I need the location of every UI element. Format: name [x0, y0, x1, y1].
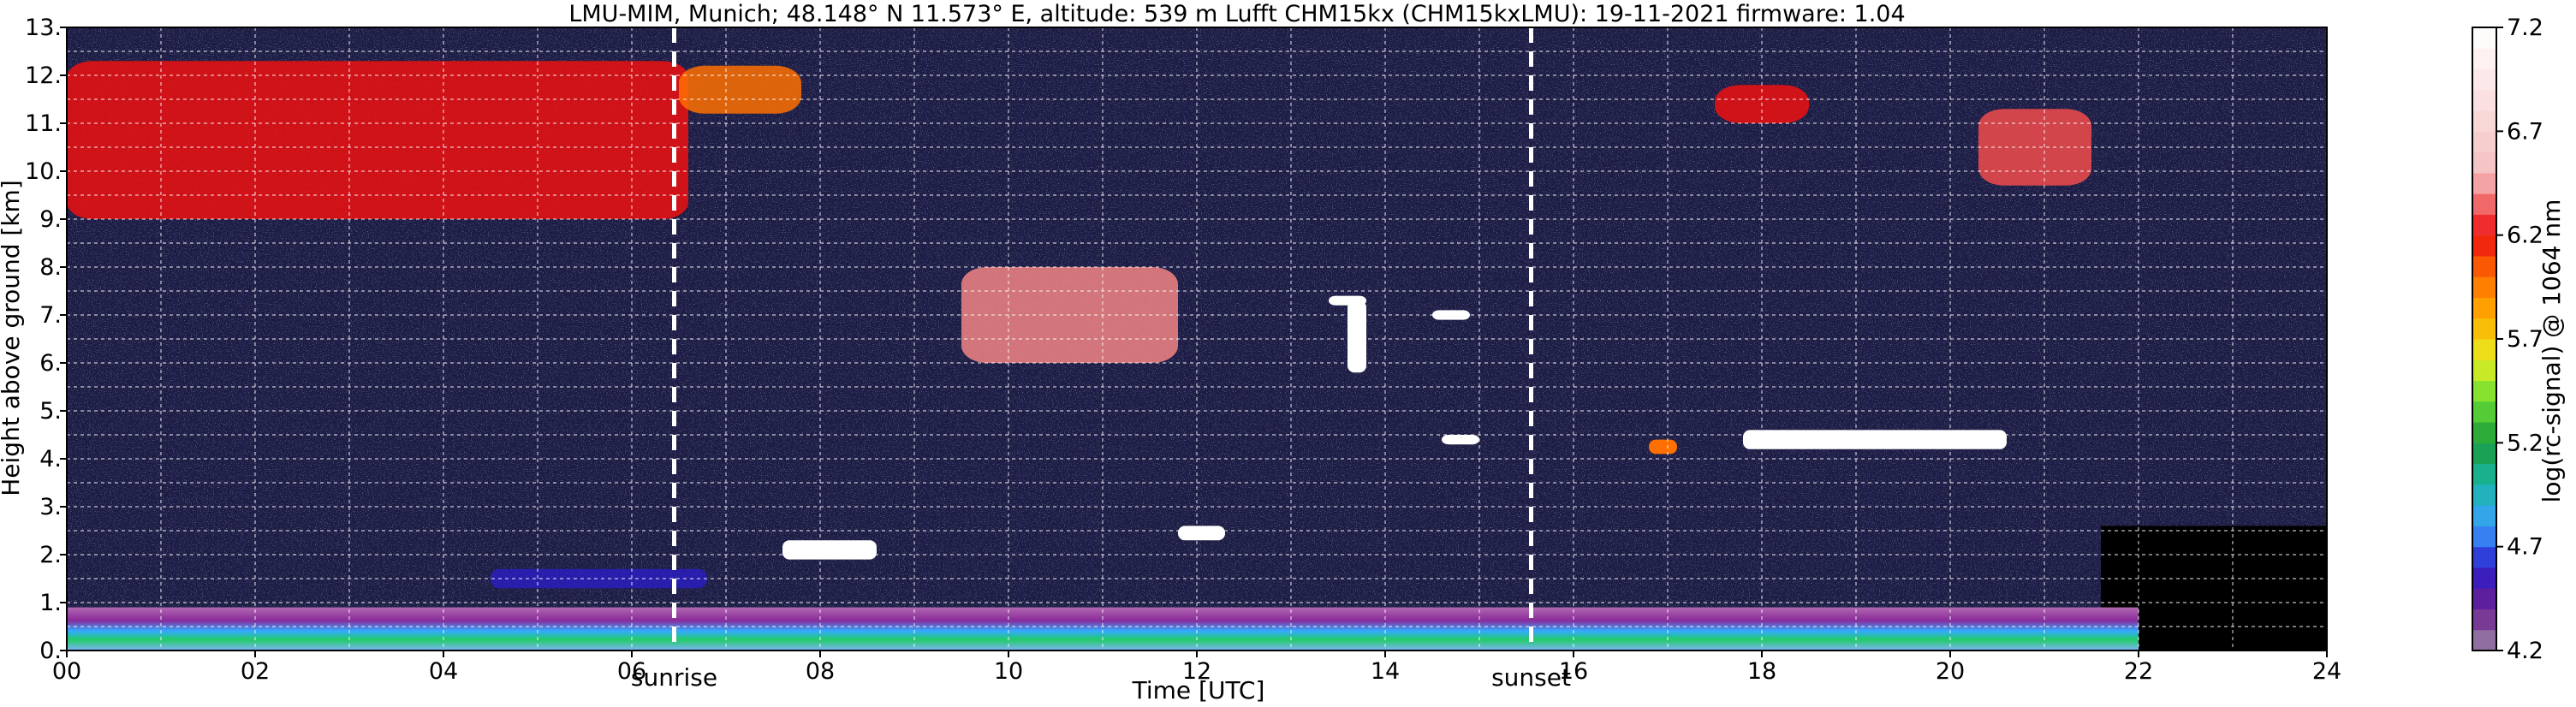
y-tick-label: 1. — [39, 590, 62, 616]
x-tick-label: 18 — [1747, 658, 1776, 685]
x-tick-label: 04 — [429, 658, 458, 685]
x-axis-ticks: 00 02 04 06 08 10 12 14 16 18 20 22 24 — [52, 651, 2341, 685]
colorbar-segment — [2472, 588, 2496, 609]
colorbar: 4.2 4.7 5.2 5.7 6.2 6.7 7.2 log(rc-signal) @ 1… — [2472, 15, 2566, 664]
colorbar-segment — [2472, 193, 2496, 215]
y-tick-label: 6. — [39, 350, 62, 377]
colorbar-tick-label: 5.2 — [2507, 430, 2543, 456]
colorbar-segment — [2472, 318, 2496, 340]
colorbar-segment — [2472, 463, 2496, 485]
sun-terminators — [672, 27, 1533, 651]
colorbar-segment — [2472, 484, 2496, 506]
colorbar-segment — [2472, 152, 2496, 174]
y-tick-label: 2. — [39, 542, 62, 568]
y-tick-label: 4. — [39, 446, 62, 472]
x-axis-label: Time [UTC] — [1132, 676, 1265, 704]
x-tick-label: 06 — [617, 658, 646, 685]
x-tick-label: 20 — [1936, 658, 1965, 685]
x-tick-label: 24 — [2312, 658, 2341, 685]
colorbar-segment — [2472, 172, 2496, 194]
colorbar-tick-label: 4.7 — [2507, 534, 2543, 561]
cloud-layer — [1178, 526, 1225, 541]
x-tick-label: 16 — [1559, 658, 1588, 685]
cloud-layer — [1649, 439, 1677, 454]
cloud-layer — [1743, 430, 2007, 449]
y-tick-label: 5. — [39, 398, 62, 425]
colorbar-tick-label: 6.2 — [2507, 223, 2543, 249]
colorbar-segment — [2472, 276, 2496, 298]
y-tick-label: 11. — [25, 110, 62, 137]
x-tick-label: 08 — [806, 658, 835, 685]
x-tick-label: 02 — [241, 658, 270, 685]
cirrus-cloud — [67, 61, 688, 219]
colorbar-tick-label: 7.2 — [2507, 15, 2543, 41]
colorbar-scale — [2472, 27, 2496, 651]
colorbar-ticks: 4.2 4.7 5.2 5.7 6.2 6.7 7.2 — [2496, 15, 2543, 664]
annotation-sunset: sunset — [1491, 663, 1571, 692]
colorbar-segment — [2472, 567, 2496, 589]
x-tick-label: 12 — [1182, 658, 1211, 685]
colorbar-tick-label: 6.7 — [2507, 118, 2543, 145]
colorbar-tick-label: 5.7 — [2507, 326, 2543, 353]
colorbar-segment — [2472, 89, 2496, 111]
y-tick-label: 8. — [39, 254, 62, 281]
colorbar-segment — [2472, 609, 2496, 631]
colorbar-segment — [2472, 380, 2496, 402]
colorbar-label: log(rc-signal) @ 1064 nm — [2537, 199, 2566, 503]
cloud-layer — [1347, 300, 1366, 373]
y-tick-label: 7. — [39, 302, 62, 329]
colorbar-segment — [2472, 339, 2496, 360]
cirrus-cloud — [679, 65, 801, 114]
y-tick-label: 0. — [39, 638, 62, 664]
colorbar-segment — [2472, 401, 2496, 423]
y-tick-label: 10. — [25, 158, 62, 185]
colorbar-segment — [2472, 629, 2496, 651]
colorbar-segment — [2472, 214, 2496, 236]
y-tick-label: 3. — [39, 494, 62, 520]
colorbar-segment — [2472, 526, 2496, 548]
x-tick-label: 00 — [52, 658, 81, 685]
cloud-layer — [1442, 435, 1479, 445]
annotation-sunrise: sunrise — [631, 663, 717, 692]
colorbar-segment — [2472, 235, 2496, 257]
y-tick-label: 13. — [25, 15, 62, 41]
colorbar-segment — [2472, 297, 2496, 319]
cloud-layer — [782, 540, 877, 560]
chart-title: LMU-MIM, Munich; 48.148° N 11.573° E, al… — [568, 1, 1905, 27]
residual-layer — [491, 568, 707, 589]
y-tick-label: 12. — [25, 62, 62, 89]
colorbar-segment — [2472, 27, 2496, 49]
colorbar-segment — [2472, 255, 2496, 277]
colorbar-segment — [2472, 48, 2496, 70]
y-tick-label: 9. — [39, 206, 62, 233]
colorbar-segment — [2472, 422, 2496, 443]
colorbar-tick-label: 4.2 — [2507, 638, 2543, 664]
colorbar-segment — [2472, 68, 2496, 91]
grid — [67, 27, 2327, 651]
x-tick-label: 10 — [994, 658, 1023, 685]
colorbar-segment — [2472, 359, 2496, 382]
colorbar-segment — [2472, 110, 2496, 132]
y-axis-ticks: 0. 1. 2. 3. 4. 5. 6. 7. 8. 9. 10. 11. 12. 13. — [25, 15, 67, 664]
colorbar-segment — [2472, 505, 2496, 526]
boundary-layer — [67, 607, 2139, 651]
annotations: sunrise sunset — [631, 663, 1571, 692]
colorbar-segment — [2472, 131, 2496, 153]
y-axis-label: Height above ground [km] — [0, 180, 25, 496]
x-tick-label: 22 — [2124, 658, 2153, 685]
colorbar-segment — [2472, 443, 2496, 465]
colorbar-segment — [2472, 546, 2496, 568]
x-tick-label: 14 — [1371, 658, 1400, 685]
